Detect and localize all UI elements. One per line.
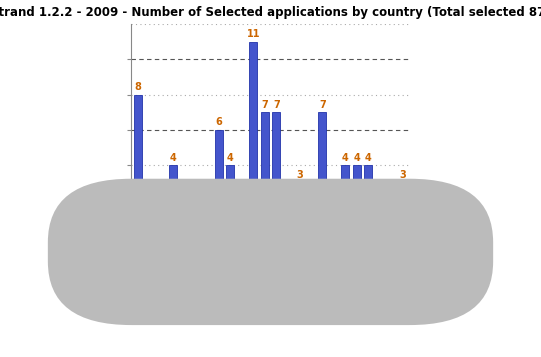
Text: 4: 4 [365, 153, 372, 163]
Bar [169, 165, 177, 236]
Bar [341, 165, 349, 236]
Text: 2: 2 [239, 188, 245, 198]
Bar [375, 218, 384, 236]
Bar [192, 218, 200, 236]
Bar [364, 165, 372, 236]
Text: 7: 7 [319, 100, 326, 110]
Bar [237, 201, 246, 236]
Text: 4: 4 [227, 153, 234, 163]
Text: 4: 4 [169, 153, 176, 163]
Bar [307, 218, 315, 236]
Text: 2: 2 [181, 188, 188, 198]
Text: 8: 8 [135, 82, 142, 92]
Bar [249, 41, 258, 236]
Text: 4: 4 [342, 153, 348, 163]
Bar [295, 183, 304, 236]
Text: 1: 1 [307, 206, 314, 216]
Text: 6: 6 [215, 117, 222, 127]
Text: 7: 7 [261, 100, 268, 110]
Bar [146, 201, 154, 236]
Text: 1: 1 [285, 206, 291, 216]
Bar [399, 183, 407, 236]
Text: 7: 7 [273, 100, 280, 110]
Text: 1: 1 [377, 206, 383, 216]
Bar [329, 201, 338, 236]
Bar [203, 218, 212, 236]
Bar [215, 130, 223, 236]
Text: 3: 3 [296, 170, 302, 180]
Text: 1: 1 [388, 206, 394, 216]
Bar [226, 165, 234, 236]
Text: 1: 1 [158, 206, 164, 216]
Bar [261, 112, 269, 236]
Text: 2: 2 [147, 188, 153, 198]
Text: 11: 11 [247, 29, 260, 39]
Bar [318, 112, 326, 236]
Bar [387, 218, 395, 236]
Bar [157, 218, 166, 236]
Text: 4: 4 [353, 153, 360, 163]
Text: 2: 2 [331, 188, 337, 198]
Bar [283, 218, 292, 236]
Text: 3: 3 [399, 170, 406, 180]
Bar [134, 95, 142, 236]
FancyBboxPatch shape [48, 179, 493, 325]
Text: 1: 1 [193, 206, 199, 216]
Text: 1: 1 [204, 206, 210, 216]
Bar [180, 201, 188, 236]
Title: Strand 1.2.2 - 2009 - Number of Selected applications by country (Total selected: Strand 1.2.2 - 2009 - Number of Selected… [0, 6, 541, 19]
Bar [272, 112, 280, 236]
Bar [353, 165, 361, 236]
